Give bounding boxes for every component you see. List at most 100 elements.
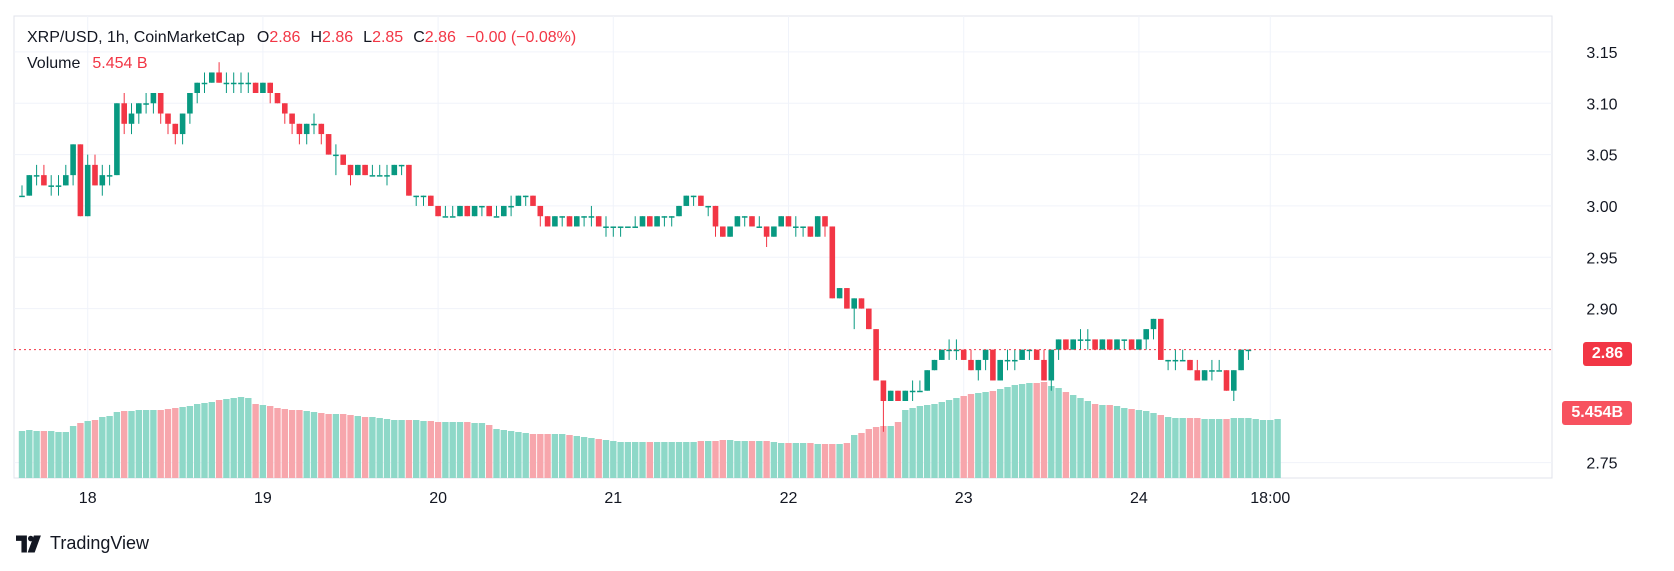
volume-bar bbox=[121, 411, 128, 478]
candle bbox=[508, 195, 514, 217]
candle bbox=[464, 205, 471, 217]
candle bbox=[376, 164, 383, 177]
candle bbox=[683, 195, 690, 206]
candle-body bbox=[63, 175, 69, 186]
candle-body bbox=[48, 185, 54, 187]
candle bbox=[187, 93, 193, 124]
candle-body bbox=[303, 123, 310, 135]
volume-bar bbox=[953, 398, 960, 478]
candle-body bbox=[1055, 339, 1062, 350]
candle-body bbox=[1077, 339, 1084, 341]
volume-bar bbox=[113, 412, 121, 478]
volume-bar bbox=[1055, 388, 1062, 478]
volume-bar bbox=[653, 442, 661, 478]
volume-bar bbox=[186, 406, 194, 478]
candle-body bbox=[851, 298, 857, 309]
candle-body bbox=[340, 154, 346, 165]
volume-bar bbox=[931, 404, 938, 478]
volume-bar bbox=[675, 442, 683, 478]
candle bbox=[179, 113, 186, 145]
candle bbox=[77, 144, 84, 217]
volume-bar bbox=[1245, 418, 1252, 478]
candle bbox=[172, 123, 179, 145]
candle-body bbox=[574, 216, 580, 227]
candle bbox=[909, 380, 916, 401]
volume-bar bbox=[1040, 382, 1048, 478]
volume-bar bbox=[566, 435, 573, 478]
volume-bar bbox=[982, 392, 989, 478]
candle-body bbox=[873, 329, 879, 381]
candle bbox=[1092, 339, 1098, 350]
volume-bar bbox=[632, 442, 639, 478]
legend: XRP/USD, 1h, CoinMarketCap O 2.86 H 2.86 L… bbox=[27, 26, 586, 76]
candle-body bbox=[1136, 339, 1142, 350]
candle-body bbox=[209, 72, 215, 83]
candle-body bbox=[1012, 359, 1018, 362]
candle-body bbox=[150, 93, 157, 104]
volume-bar bbox=[741, 441, 748, 478]
grid bbox=[13, 15, 1553, 479]
candle-body bbox=[391, 164, 398, 176]
volume-bar bbox=[33, 431, 40, 478]
candle-body bbox=[41, 175, 47, 186]
symbol-label[interactable]: XRP/USD, 1h, CoinMarketCap bbox=[27, 29, 245, 46]
candle-body bbox=[661, 216, 668, 218]
candle-body bbox=[668, 216, 675, 218]
candle-body bbox=[33, 175, 40, 177]
high-label: H bbox=[310, 29, 323, 46]
volume-bar bbox=[1150, 413, 1157, 478]
candle bbox=[26, 175, 33, 196]
candle-body bbox=[179, 113, 186, 135]
candle bbox=[515, 195, 522, 206]
volume-bar bbox=[799, 443, 807, 478]
candle-body bbox=[501, 205, 507, 217]
candle-body bbox=[121, 103, 127, 124]
volume-bar bbox=[135, 410, 142, 478]
candle bbox=[1048, 349, 1055, 391]
candle bbox=[223, 72, 230, 93]
volume-bar bbox=[573, 436, 580, 478]
y-tick-label: 2.75 bbox=[1586, 456, 1617, 473]
candle-body bbox=[1231, 370, 1237, 391]
candle-body bbox=[807, 226, 814, 237]
candle-body bbox=[1121, 339, 1128, 341]
candle bbox=[1143, 329, 1149, 350]
candle-body bbox=[376, 175, 383, 177]
candle bbox=[720, 226, 726, 237]
x-tick-label: 18:00 bbox=[1250, 490, 1290, 507]
tradingview-logo[interactable]: TradingView bbox=[16, 533, 149, 554]
volume-bar bbox=[515, 432, 522, 478]
volume-bar bbox=[1026, 383, 1033, 478]
candle-body bbox=[1114, 339, 1120, 350]
candle bbox=[428, 195, 434, 206]
candle bbox=[785, 216, 792, 227]
volume-bar bbox=[48, 431, 55, 478]
candle bbox=[449, 205, 456, 218]
candle bbox=[216, 62, 222, 83]
candle bbox=[311, 113, 317, 135]
volume-label[interactable]: Volume bbox=[27, 55, 81, 72]
candle bbox=[771, 226, 777, 237]
candle bbox=[33, 164, 40, 186]
volume-bar bbox=[967, 394, 975, 478]
candle bbox=[625, 226, 631, 228]
volume-bar bbox=[420, 421, 427, 478]
brand-name: TradingView bbox=[50, 533, 150, 553]
candle bbox=[143, 93, 149, 114]
candle-body bbox=[982, 349, 989, 360]
candle-body bbox=[844, 288, 850, 309]
volume-bar bbox=[1194, 418, 1201, 478]
volume-bar bbox=[1135, 410, 1143, 478]
axes: 3.15 3.10 3.05 3.00 2.95 2.90 2.75 18 19 20 21 22 23… bbox=[79, 45, 1618, 507]
candle-body bbox=[522, 195, 529, 198]
candle bbox=[1099, 339, 1106, 350]
volume-bar bbox=[434, 422, 442, 478]
candle bbox=[70, 144, 76, 186]
volume-bar bbox=[99, 417, 106, 478]
candle bbox=[727, 226, 733, 237]
y-tick-label: 2.95 bbox=[1586, 250, 1617, 267]
x-tick-label: 24 bbox=[1130, 490, 1148, 507]
volume-bar bbox=[274, 408, 281, 478]
